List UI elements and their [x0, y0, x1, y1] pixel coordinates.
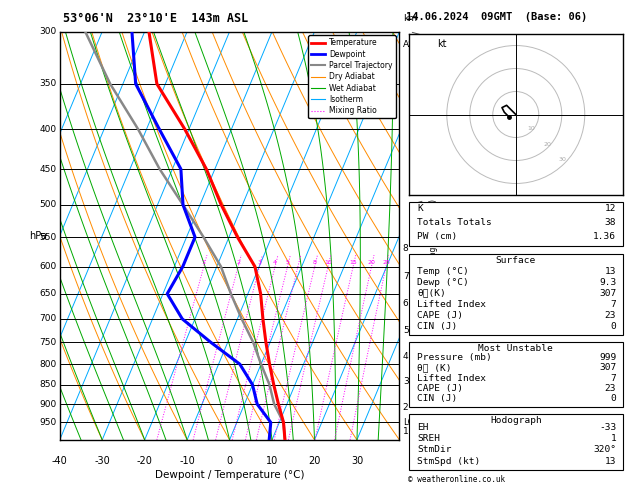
Text: Hodograph: Hodograph — [490, 416, 542, 425]
Text: 7: 7 — [611, 374, 616, 382]
Text: -33: -33 — [599, 423, 616, 432]
Text: StmSpd (kt): StmSpd (kt) — [418, 457, 481, 466]
Text: Lifted Index: Lifted Index — [418, 300, 486, 309]
Text: 10: 10 — [266, 456, 278, 466]
Text: -20: -20 — [136, 456, 153, 466]
Text: ASL: ASL — [403, 40, 420, 49]
Text: 6: 6 — [403, 299, 409, 308]
Text: 400: 400 — [39, 124, 57, 134]
Text: θᴇ(K): θᴇ(K) — [418, 289, 446, 298]
Text: 800: 800 — [39, 360, 57, 369]
Text: CAPE (J): CAPE (J) — [418, 311, 464, 320]
Text: Surface: Surface — [496, 256, 536, 265]
Text: -30: -30 — [94, 456, 110, 466]
Text: 550: 550 — [39, 233, 57, 242]
Text: 20: 20 — [543, 142, 551, 147]
Text: θᴇ (K): θᴇ (K) — [418, 363, 452, 372]
FancyBboxPatch shape — [409, 202, 623, 246]
Text: 5: 5 — [286, 260, 289, 265]
Text: -10: -10 — [179, 456, 195, 466]
Text: hPa: hPa — [29, 231, 47, 241]
Text: CIN (J): CIN (J) — [418, 394, 458, 403]
Text: 4: 4 — [273, 260, 277, 265]
Text: -40: -40 — [52, 456, 68, 466]
Text: 1: 1 — [611, 434, 616, 443]
Text: 13: 13 — [605, 457, 616, 466]
Text: 4: 4 — [403, 351, 408, 361]
Text: K: K — [418, 204, 423, 213]
Text: 2: 2 — [403, 402, 408, 412]
Text: 900: 900 — [39, 399, 57, 409]
Text: 25: 25 — [382, 260, 390, 265]
Legend: Temperature, Dewpoint, Parcel Trajectory, Dry Adiabat, Wet Adiabat, Isotherm, Mi: Temperature, Dewpoint, Parcel Trajectory… — [308, 35, 396, 118]
Text: 20: 20 — [367, 260, 376, 265]
Text: 3: 3 — [403, 378, 409, 386]
Text: Lifted Index: Lifted Index — [418, 374, 486, 382]
Text: 7: 7 — [403, 272, 409, 280]
FancyBboxPatch shape — [409, 342, 623, 407]
Text: PW (cm): PW (cm) — [418, 231, 458, 241]
Text: 450: 450 — [39, 165, 57, 174]
Text: 750: 750 — [39, 338, 57, 347]
Text: 38: 38 — [605, 218, 616, 227]
Text: 850: 850 — [39, 380, 57, 389]
Text: Pressure (mb): Pressure (mb) — [418, 353, 492, 362]
Text: 1: 1 — [403, 427, 409, 436]
Text: Mixing Ratio (g/kg): Mixing Ratio (g/kg) — [429, 199, 438, 272]
Text: 0: 0 — [611, 322, 616, 331]
Text: 2: 2 — [236, 260, 240, 265]
Text: 350: 350 — [39, 79, 57, 88]
Text: 10: 10 — [528, 126, 535, 131]
Text: 12: 12 — [605, 204, 616, 213]
Text: 23: 23 — [605, 311, 616, 320]
Text: Dewpoint / Temperature (°C): Dewpoint / Temperature (°C) — [155, 470, 304, 481]
Text: 8: 8 — [313, 260, 316, 265]
Text: SREH: SREH — [418, 434, 440, 443]
Text: 10: 10 — [324, 260, 332, 265]
Text: 0: 0 — [611, 394, 616, 403]
Text: 650: 650 — [39, 289, 57, 298]
Text: 307: 307 — [599, 289, 616, 298]
Text: 3: 3 — [257, 260, 262, 265]
Text: CIN (J): CIN (J) — [418, 322, 458, 331]
Text: 30: 30 — [559, 157, 567, 162]
Text: 1.36: 1.36 — [593, 231, 616, 241]
Text: StmDir: StmDir — [418, 446, 452, 454]
Text: Temp (°C): Temp (°C) — [418, 267, 469, 276]
Text: LCL: LCL — [403, 418, 418, 427]
Text: Most Unstable: Most Unstable — [479, 344, 553, 353]
Text: Dewp (°C): Dewp (°C) — [418, 278, 469, 287]
Text: 13: 13 — [605, 267, 616, 276]
Text: 23: 23 — [605, 384, 616, 393]
Text: CAPE (J): CAPE (J) — [418, 384, 464, 393]
Text: Totals Totals: Totals Totals — [418, 218, 492, 227]
Text: 8: 8 — [403, 243, 409, 253]
FancyBboxPatch shape — [409, 414, 623, 469]
Text: 950: 950 — [39, 418, 57, 427]
Text: 0: 0 — [226, 456, 233, 466]
Text: 9.3: 9.3 — [599, 278, 616, 287]
Text: © weatheronline.co.uk: © weatheronline.co.uk — [408, 474, 504, 484]
Text: 307: 307 — [599, 363, 616, 372]
Text: 30: 30 — [351, 456, 363, 466]
Text: 7: 7 — [611, 300, 616, 309]
Text: 700: 700 — [39, 314, 57, 323]
Text: 320°: 320° — [593, 446, 616, 454]
Text: 300: 300 — [39, 27, 57, 36]
Text: 600: 600 — [39, 262, 57, 271]
Text: 1: 1 — [202, 260, 206, 265]
Text: 15: 15 — [349, 260, 357, 265]
Text: kt: kt — [438, 38, 447, 49]
Text: EH: EH — [418, 423, 429, 432]
Text: 5: 5 — [403, 326, 409, 335]
Text: 500: 500 — [39, 200, 57, 209]
Text: 999: 999 — [599, 353, 616, 362]
Text: km: km — [403, 15, 417, 23]
Text: 14.06.2024  09GMT  (Base: 06): 14.06.2024 09GMT (Base: 06) — [406, 12, 587, 22]
Text: 20: 20 — [308, 456, 321, 466]
FancyBboxPatch shape — [409, 254, 623, 335]
Text: 53°06'N  23°10'E  143m ASL: 53°06'N 23°10'E 143m ASL — [63, 12, 248, 25]
